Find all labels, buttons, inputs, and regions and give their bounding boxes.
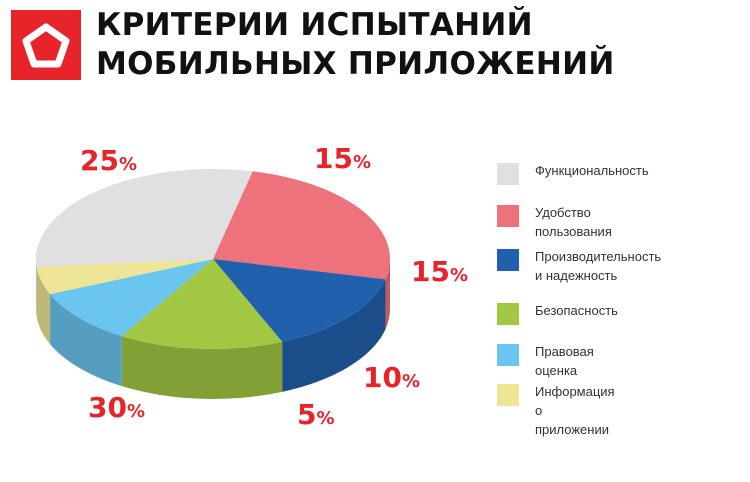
percent-value: 25 bbox=[80, 144, 119, 177]
pentagon-logo-icon bbox=[22, 23, 70, 68]
percent-value: 5 bbox=[297, 398, 317, 431]
legend-swatch bbox=[497, 303, 519, 325]
legend-swatch bbox=[497, 205, 519, 227]
percent-unit: % bbox=[316, 408, 335, 429]
percent-value: 15 bbox=[411, 255, 450, 288]
pie-side-4-0 bbox=[50, 294, 122, 387]
percent-value: 10 bbox=[363, 361, 402, 394]
pie-percent-label-2: 15% bbox=[314, 145, 371, 173]
legend-label: Производительность и надежность bbox=[535, 249, 662, 283]
pie-slice-3 bbox=[121, 259, 283, 349]
pie-side-0-0 bbox=[36, 259, 37, 317]
pie-side-3-0 bbox=[121, 336, 283, 399]
legend-label: Информация о приложении bbox=[535, 384, 615, 437]
pie-percent-label-3: 15% bbox=[411, 258, 468, 286]
legend-swatch bbox=[497, 384, 519, 406]
title-line-2: МОБИЛЬНЫХ ПРИЛОЖЕНИЙ bbox=[96, 46, 615, 82]
legend-swatch bbox=[497, 249, 519, 271]
percent-unit: % bbox=[401, 371, 421, 392]
percent-unit: % bbox=[352, 152, 372, 173]
legend-label: Удобство пользования bbox=[535, 205, 612, 239]
page-title: КРИТЕРИИ ИСПЫТАНИЙ МОБИЛЬНЫХ ПРИЛОЖЕНИЙ bbox=[96, 6, 615, 84]
pie-slice-0 bbox=[36, 169, 253, 267]
pie-slice-5 bbox=[36, 259, 213, 295]
percent-value: 30 bbox=[88, 391, 127, 424]
legend-swatch bbox=[497, 163, 519, 185]
pie-percent-label-1: 25% bbox=[80, 147, 137, 175]
legend-swatch bbox=[497, 344, 519, 366]
percent-unit: % bbox=[118, 154, 138, 175]
pie-percent-label-4: 10% bbox=[363, 364, 420, 392]
pie-percent-label-5: 5% bbox=[297, 401, 335, 429]
pie-slice-1 bbox=[213, 171, 390, 280]
percent-value: 15 bbox=[314, 142, 353, 175]
pie-side-2-0 bbox=[282, 279, 386, 392]
legend-label: Правовая оценка bbox=[535, 344, 594, 378]
legend-label: Функциональность bbox=[535, 163, 649, 178]
pie-slice-2 bbox=[213, 259, 386, 342]
pie-slice-4 bbox=[50, 259, 213, 337]
brand-logo bbox=[11, 10, 81, 80]
percent-unit: % bbox=[449, 265, 469, 286]
title-line-1: КРИТЕРИИ ИСПЫТАНИЙ bbox=[96, 7, 533, 43]
percent-unit: % bbox=[126, 401, 146, 422]
pie-percent-label-0: 30% bbox=[88, 394, 145, 422]
legend-label: Безопасность bbox=[535, 303, 618, 318]
pie-side-5-0 bbox=[36, 266, 51, 345]
